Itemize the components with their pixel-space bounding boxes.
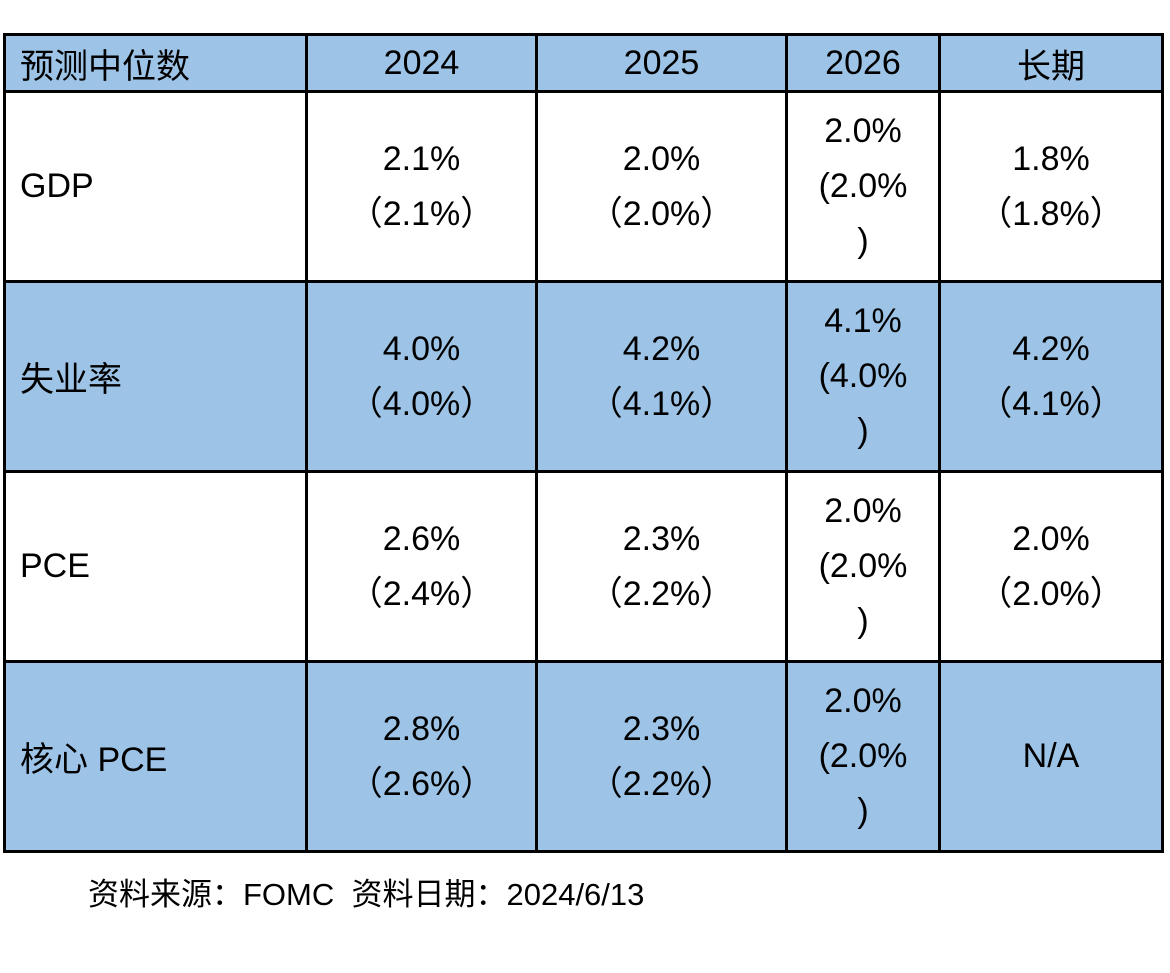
value-line: (4.0% [818, 357, 908, 395]
table-row: GDP 2.1% （2.1%） 2.0% （2.0%） 2.0% (2.0%) 1.8% （1.… [3, 90, 1164, 283]
row-label: GDP [3, 90, 308, 283]
value-line: (2.0% [818, 167, 908, 205]
value-line: 2.0% [824, 492, 902, 530]
value-line: 2.0% [824, 682, 902, 720]
value-cell: 1.8% （1.8%） [938, 90, 1164, 283]
header-cell-row-label: 预测中位数 [3, 33, 308, 93]
value-line: （2.2%） [588, 764, 735, 803]
value-line: （2.4%） [348, 574, 495, 613]
value-cell: 2.0% (2.0%) [785, 90, 941, 283]
value-line: ) [857, 602, 869, 640]
value-line: 2.0% [1012, 519, 1090, 558]
value-line: 4.0% [382, 329, 461, 368]
table-row: PCE 2.6% （2.4%） 2.3% （2.2%） 2.0% (2.0%) 2.0% （2.… [3, 470, 1164, 663]
value-cell: 2.1% （2.1%） [305, 90, 538, 283]
value-cell: 4.0% （4.0%） [305, 280, 538, 473]
value-line: （2.0%） [978, 574, 1124, 613]
value-line: 4.2% [1012, 329, 1090, 368]
value-cell: 4.2% （4.1%） [535, 280, 788, 473]
value-line: (2.0% [818, 547, 908, 585]
source-note: 资料来源：FOMC 资料日期：2024/6/13 [88, 877, 645, 912]
value-cell: 4.2% （4.1%） [938, 280, 1164, 473]
value-line: 4.1% [824, 302, 902, 340]
value-line: （2.2%） [588, 574, 735, 613]
fomc-forecast-table: 预测中位数 2024 2025 2026 长期 GDP 2.1% （2.1%） 2.0% （2.… [3, 33, 1164, 853]
value-line: 2.0% [622, 139, 701, 178]
value-line: 2.3% [622, 519, 701, 558]
value-cell: 2.8% （2.6%） [305, 660, 538, 853]
header-cell-2026: 2026 [785, 33, 941, 93]
value-line: 2.8% [382, 709, 461, 748]
value-cell: 2.0% (2.0%) [785, 660, 941, 853]
table-body: GDP 2.1% （2.1%） 2.0% （2.0%） 2.0% (2.0%) 1.8% （1.… [3, 90, 1164, 853]
value-cell: N/A [938, 660, 1164, 853]
value-cell: 2.6% （2.4%） [305, 470, 538, 663]
value-cell: 2.3% （2.2%） [535, 660, 788, 853]
row-label: 失业率 [3, 280, 308, 473]
value-line: 4.2% [622, 329, 701, 368]
value-cell: 2.0% (2.0%) [785, 470, 941, 663]
value-line: （4.1%） [978, 384, 1124, 423]
value-line: 2.0% [824, 112, 902, 150]
row-label: 核心 PCE [3, 660, 308, 853]
value-cell: 2.3% （2.2%） [535, 470, 788, 663]
table-row: 失业率 4.0% （4.0%） 4.2% （4.1%） 4.1% (4.0%) 4.2% （4.… [3, 280, 1164, 473]
value-line: （1.8%） [978, 194, 1124, 233]
value-line: ) [857, 222, 869, 260]
value-line: 2.3% [622, 709, 701, 748]
value-line: (2.0% [818, 737, 908, 775]
header-cell-2025: 2025 [535, 33, 788, 93]
value-line: （2.1%） [348, 194, 495, 233]
table-row: 核心 PCE 2.8% （2.6%） 2.3% （2.2%） 2.0% (2.0%) N/A [3, 660, 1164, 853]
value-line: （4.1%） [588, 384, 735, 423]
header-cell-长期: 长期 [938, 33, 1164, 93]
value-line: 2.1% [382, 139, 461, 178]
value-cell: 2.0% （2.0%） [938, 470, 1164, 663]
header-cell-2024: 2024 [305, 33, 538, 93]
value-line: （2.6%） [348, 764, 495, 803]
value-line: 1.8% [1012, 139, 1090, 178]
value-line: ) [857, 412, 869, 450]
value-cell: 2.0% （2.0%） [535, 90, 788, 283]
table-header-row: 预测中位数 2024 2025 2026 长期 [3, 33, 1164, 93]
value-line: ) [857, 792, 869, 830]
row-label: PCE [3, 470, 308, 663]
value-line: N/A [1022, 737, 1080, 775]
value-line: （4.0%） [348, 384, 495, 423]
value-line: 2.6% [382, 519, 461, 558]
value-cell: 4.1% (4.0%) [785, 280, 941, 473]
value-line: （2.0%） [588, 194, 735, 233]
